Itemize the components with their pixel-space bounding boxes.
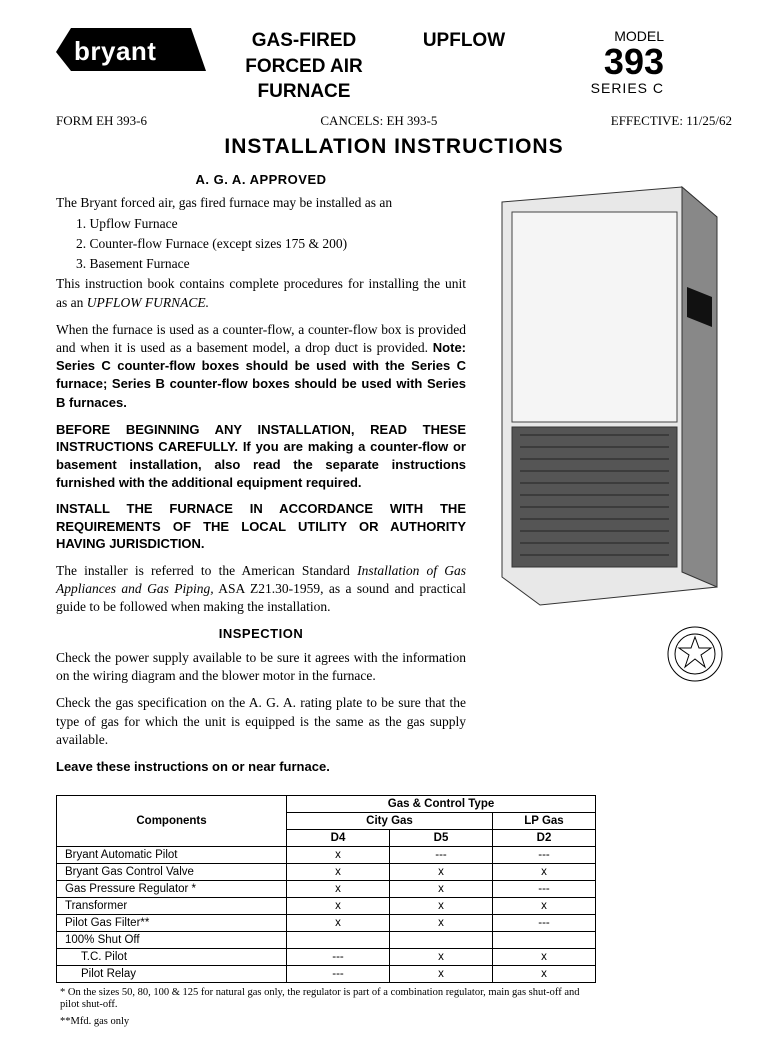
effective-date: EFFECTIVE: 11/25/62 (611, 113, 732, 129)
table-row: Bryant Automatic Pilotx------ (57, 846, 596, 863)
inspection-heading: INSPECTION (56, 625, 466, 643)
brand-text: bryant (74, 36, 156, 67)
main-title: INSTALLATION INSTRUCTIONS (56, 135, 732, 159)
brand-logo: bryant (56, 28, 206, 76)
table-row: 100% Shut Off (57, 931, 596, 948)
table-row: Pilot Gas Filter**xx--- (57, 914, 596, 931)
components-table: Components Gas & Control Type City Gas L… (56, 795, 596, 983)
model-block: MODEL 393 SERIES C (544, 28, 664, 105)
footnote-2: **Mfd. gas only (60, 1016, 580, 1029)
body-text: A. G. A. APPROVED The Bryant forced air,… (56, 167, 466, 785)
upflow-label: UPFLOW (404, 28, 524, 105)
table-row: Bryant Gas Control Valvexxx (57, 863, 596, 880)
form-meta-row: FORM EH 393-6 CANCELS: EH 393-5 EFFECTIV… (56, 113, 732, 129)
aga-approved: A. G. A. APPROVED (56, 171, 466, 189)
form-number: FORM EH 393-6 (56, 113, 147, 129)
header-row: bryant GAS-FIRED FORCED AIR FURNACE UPFL… (56, 28, 732, 105)
furnace-image (482, 167, 732, 785)
product-title: GAS-FIRED FORCED AIR FURNACE (224, 28, 384, 105)
table-row: Transformerxxx (57, 897, 596, 914)
cancels: CANCELS: EH 393-5 (320, 113, 437, 129)
table-row: Pilot Relay---xx (57, 965, 596, 982)
table-row: T.C. Pilot---xx (57, 948, 596, 965)
table-row: Gas Pressure Regulator *xx--- (57, 880, 596, 897)
footnote-1: * On the sizes 50, 80, 100 & 125 for nat… (60, 987, 580, 1012)
approval-seal-icon (666, 625, 724, 686)
